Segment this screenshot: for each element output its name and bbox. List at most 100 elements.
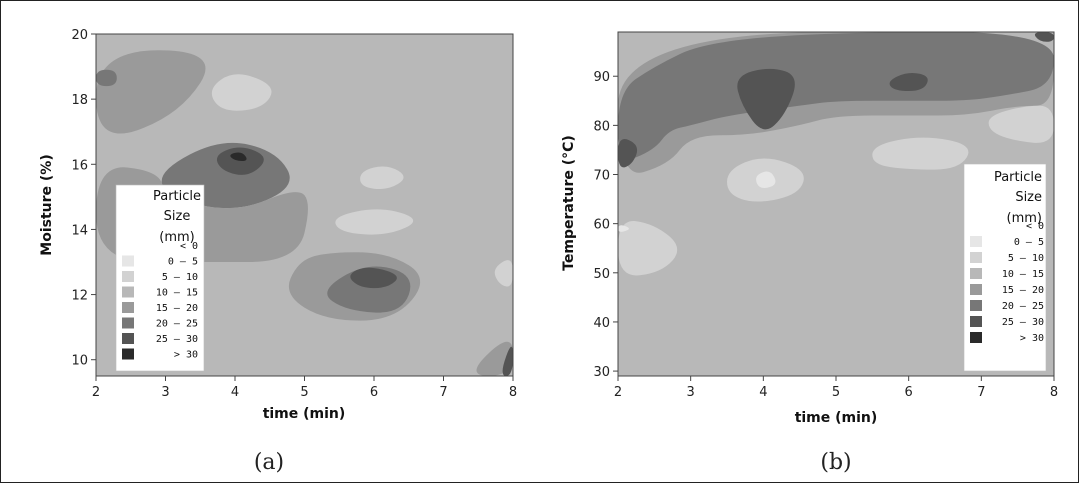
panel-b-y-tick-label: 60: [593, 218, 610, 233]
panel-a-x-tick-label: 3: [161, 385, 169, 400]
panel-a-legend-swatch: [122, 317, 134, 329]
panel-a-x-ticks: 2 3 4 5 6 7 8: [92, 376, 517, 400]
panel-a-contour-region-1: [96, 69, 117, 87]
panel-b-legend-swatch: [970, 252, 982, 263]
panel-b-x-tick-label: 6: [905, 385, 913, 400]
panel-b-contour-region-5: [618, 139, 638, 168]
panel-b-legend-title-line2: Size: [1015, 190, 1042, 205]
panel-a-contour-region-0: [96, 50, 206, 134]
panel-a-y-tick-label: 14: [71, 223, 88, 238]
panel-b-legend-title-line1: Particle: [994, 170, 1042, 185]
panel-a-legend: Particle Size (mm) < 0 0 – 5 5 – 10 10 – 15…: [115, 184, 205, 372]
panel-a-x-axis-title: time (min): [263, 406, 346, 422]
panel-b-contour-region-8: [872, 137, 969, 170]
panel-a-legend-swatch: [122, 255, 134, 267]
panel-b-x-tick-label: 8: [1050, 385, 1058, 400]
panel-a-contour-region-2: [211, 74, 272, 111]
panel-b-legend-swatch: [970, 316, 982, 327]
panel-b-y-ticks: 30 40 50 60 70 80 90: [593, 70, 618, 380]
panel-b-legend-label: 5 – 10: [1008, 253, 1044, 264]
panel-b-contour-region-9: [988, 105, 1054, 143]
panel-b-x-axis-title: time (min): [795, 410, 878, 426]
panel-b-contour-region-7: [756, 171, 776, 189]
panel-b-legend-swatch: [970, 236, 982, 247]
panel-a-y-tick-label: 12: [71, 289, 88, 304]
panel-b-legend-label: 15 – 20: [1002, 285, 1044, 296]
panel-a-x-tick-label: 2: [92, 385, 100, 400]
panel-a-chart: 2 3 4 5 6 7 8 10 12 14 16 18 20 time (min) Moisture…: [39, 28, 517, 475]
panel-a-legend-swatch: [122, 302, 134, 313]
panel-b-x-tick-label: 4: [759, 385, 767, 400]
panel-b-legend-label: < 0: [1026, 221, 1044, 232]
panel-a-legend-swatch: [122, 271, 134, 282]
panel-a-y-tick-label: 10: [71, 354, 88, 369]
panel-b-contour-region-10: [618, 221, 678, 276]
panel-b-contour-region-11: [618, 225, 629, 232]
panel-b-contour-regions: [618, 32, 1054, 276]
panel-a-legend-title-line1: Particle: [153, 189, 201, 204]
panel-a-legend-label: 25 – 30: [156, 334, 198, 345]
panel-b-y-tick-label: 80: [593, 119, 610, 134]
panel-a-legend-title-line3: (mm): [159, 230, 194, 245]
panel-a-contour-region-11: [350, 267, 397, 289]
panel-b-x-tick-label: 3: [687, 385, 695, 400]
panel-b-contour-region-3: [889, 72, 928, 91]
panel-b-legend-entries: < 0 0 – 5 5 – 10 10 – 15 15 – 20 20 – 25 25 – …: [970, 220, 1044, 344]
panel-a-legend-entries: < 0 0 – 5 5 – 10 10 – 15 15 – 20 20 – 25 25 – …: [122, 240, 198, 361]
panel-b-contour-region-1: [618, 32, 1054, 159]
panel-a-contour-region-8: [335, 209, 414, 235]
panel-b-y-tick-label: 30: [593, 365, 610, 380]
panel-a-legend-label: 20 – 25: [156, 319, 198, 330]
panel-a-y-tick-label: 16: [71, 158, 88, 173]
panel-a-x-tick-label: 6: [370, 385, 378, 400]
panel-b-y-tick-label: 90: [593, 70, 610, 85]
panel-b-legend-swatch: [970, 300, 982, 311]
panel-b-legend-swatch: [970, 268, 982, 279]
panel-b-legend-title-line3: (mm): [1007, 211, 1042, 226]
panel-a-legend-swatch: [122, 348, 134, 360]
panel-a-contour-region-14: [502, 346, 513, 376]
panel-a-x-tick-label: 4: [231, 385, 239, 400]
panel-a-contour-region-5: [230, 152, 247, 161]
panel-b-contour-region-4: [1034, 32, 1054, 42]
panel-a-legend-title-line2: Size: [164, 209, 191, 224]
panel-b-y-tick-label: 40: [593, 316, 610, 331]
panel-b-y-axis-title: Temperature (°C): [561, 135, 577, 271]
panel-b-x-ticks: 2 3 4 5 6 7 8: [614, 376, 1058, 400]
panel-a-contour-region-12: [494, 260, 513, 287]
panel-b-x-tick-label: 2: [614, 385, 622, 400]
panel-a-y-tick-label: 20: [71, 28, 88, 43]
panel-a-legend-swatch: [122, 333, 134, 344]
panel-a-x-tick-label: 5: [300, 385, 308, 400]
panel-a-legend-label: 15 – 20: [156, 303, 198, 314]
panel-b-legend-label: 0 – 5: [1014, 237, 1044, 248]
panel-b-legend: Particle Size (mm) < 0 0 – 5 5 – 10 10 – 15…: [963, 163, 1047, 372]
panel-b-x-tick-label: 7: [977, 385, 985, 400]
panel-a-legend-label: 0 – 5: [168, 257, 198, 268]
panel-b-caption: (b): [820, 450, 851, 475]
panel-a-x-tick-label: 8: [509, 385, 517, 400]
panel-a-legend-swatch: [122, 240, 134, 251]
panel-a-legend-label: 10 – 15: [156, 288, 198, 299]
panel-a-contour-region-4: [216, 147, 264, 175]
panel-b-legend-label: 20 – 25: [1002, 301, 1044, 312]
panel-a-legend-swatch: [122, 286, 134, 298]
panel-b-legend-label: 25 – 30: [1002, 317, 1044, 328]
panel-a-x-tick-label: 7: [439, 385, 447, 400]
panel-b-legend-swatch: [970, 332, 982, 343]
panel-b-legend-label: > 30: [1020, 333, 1044, 344]
panel-b-legend-swatch: [970, 284, 982, 295]
panel-a-legend-label: 5 – 10: [162, 272, 198, 283]
panel-b-legend-swatch: [970, 220, 982, 231]
panel-b-chart: 2 3 4 5 6 7 8 30 40 50 60 70 80 90 time (min) Temper…: [561, 31, 1058, 475]
panel-b-x-tick-label: 5: [832, 385, 840, 400]
panel-a-y-axis-title: Moisture (%): [39, 154, 55, 255]
panel-b-contour-region-2: [737, 68, 795, 130]
panel-a-caption: (a): [254, 450, 284, 475]
panel-b-y-tick-label: 50: [593, 267, 610, 282]
panel-a-legend-label: > 30: [174, 350, 198, 361]
panel-a-y-tick-label: 18: [71, 93, 88, 108]
panel-a-contour-region-7: [360, 166, 404, 190]
panel-a-legend-label: < 0: [180, 241, 198, 252]
